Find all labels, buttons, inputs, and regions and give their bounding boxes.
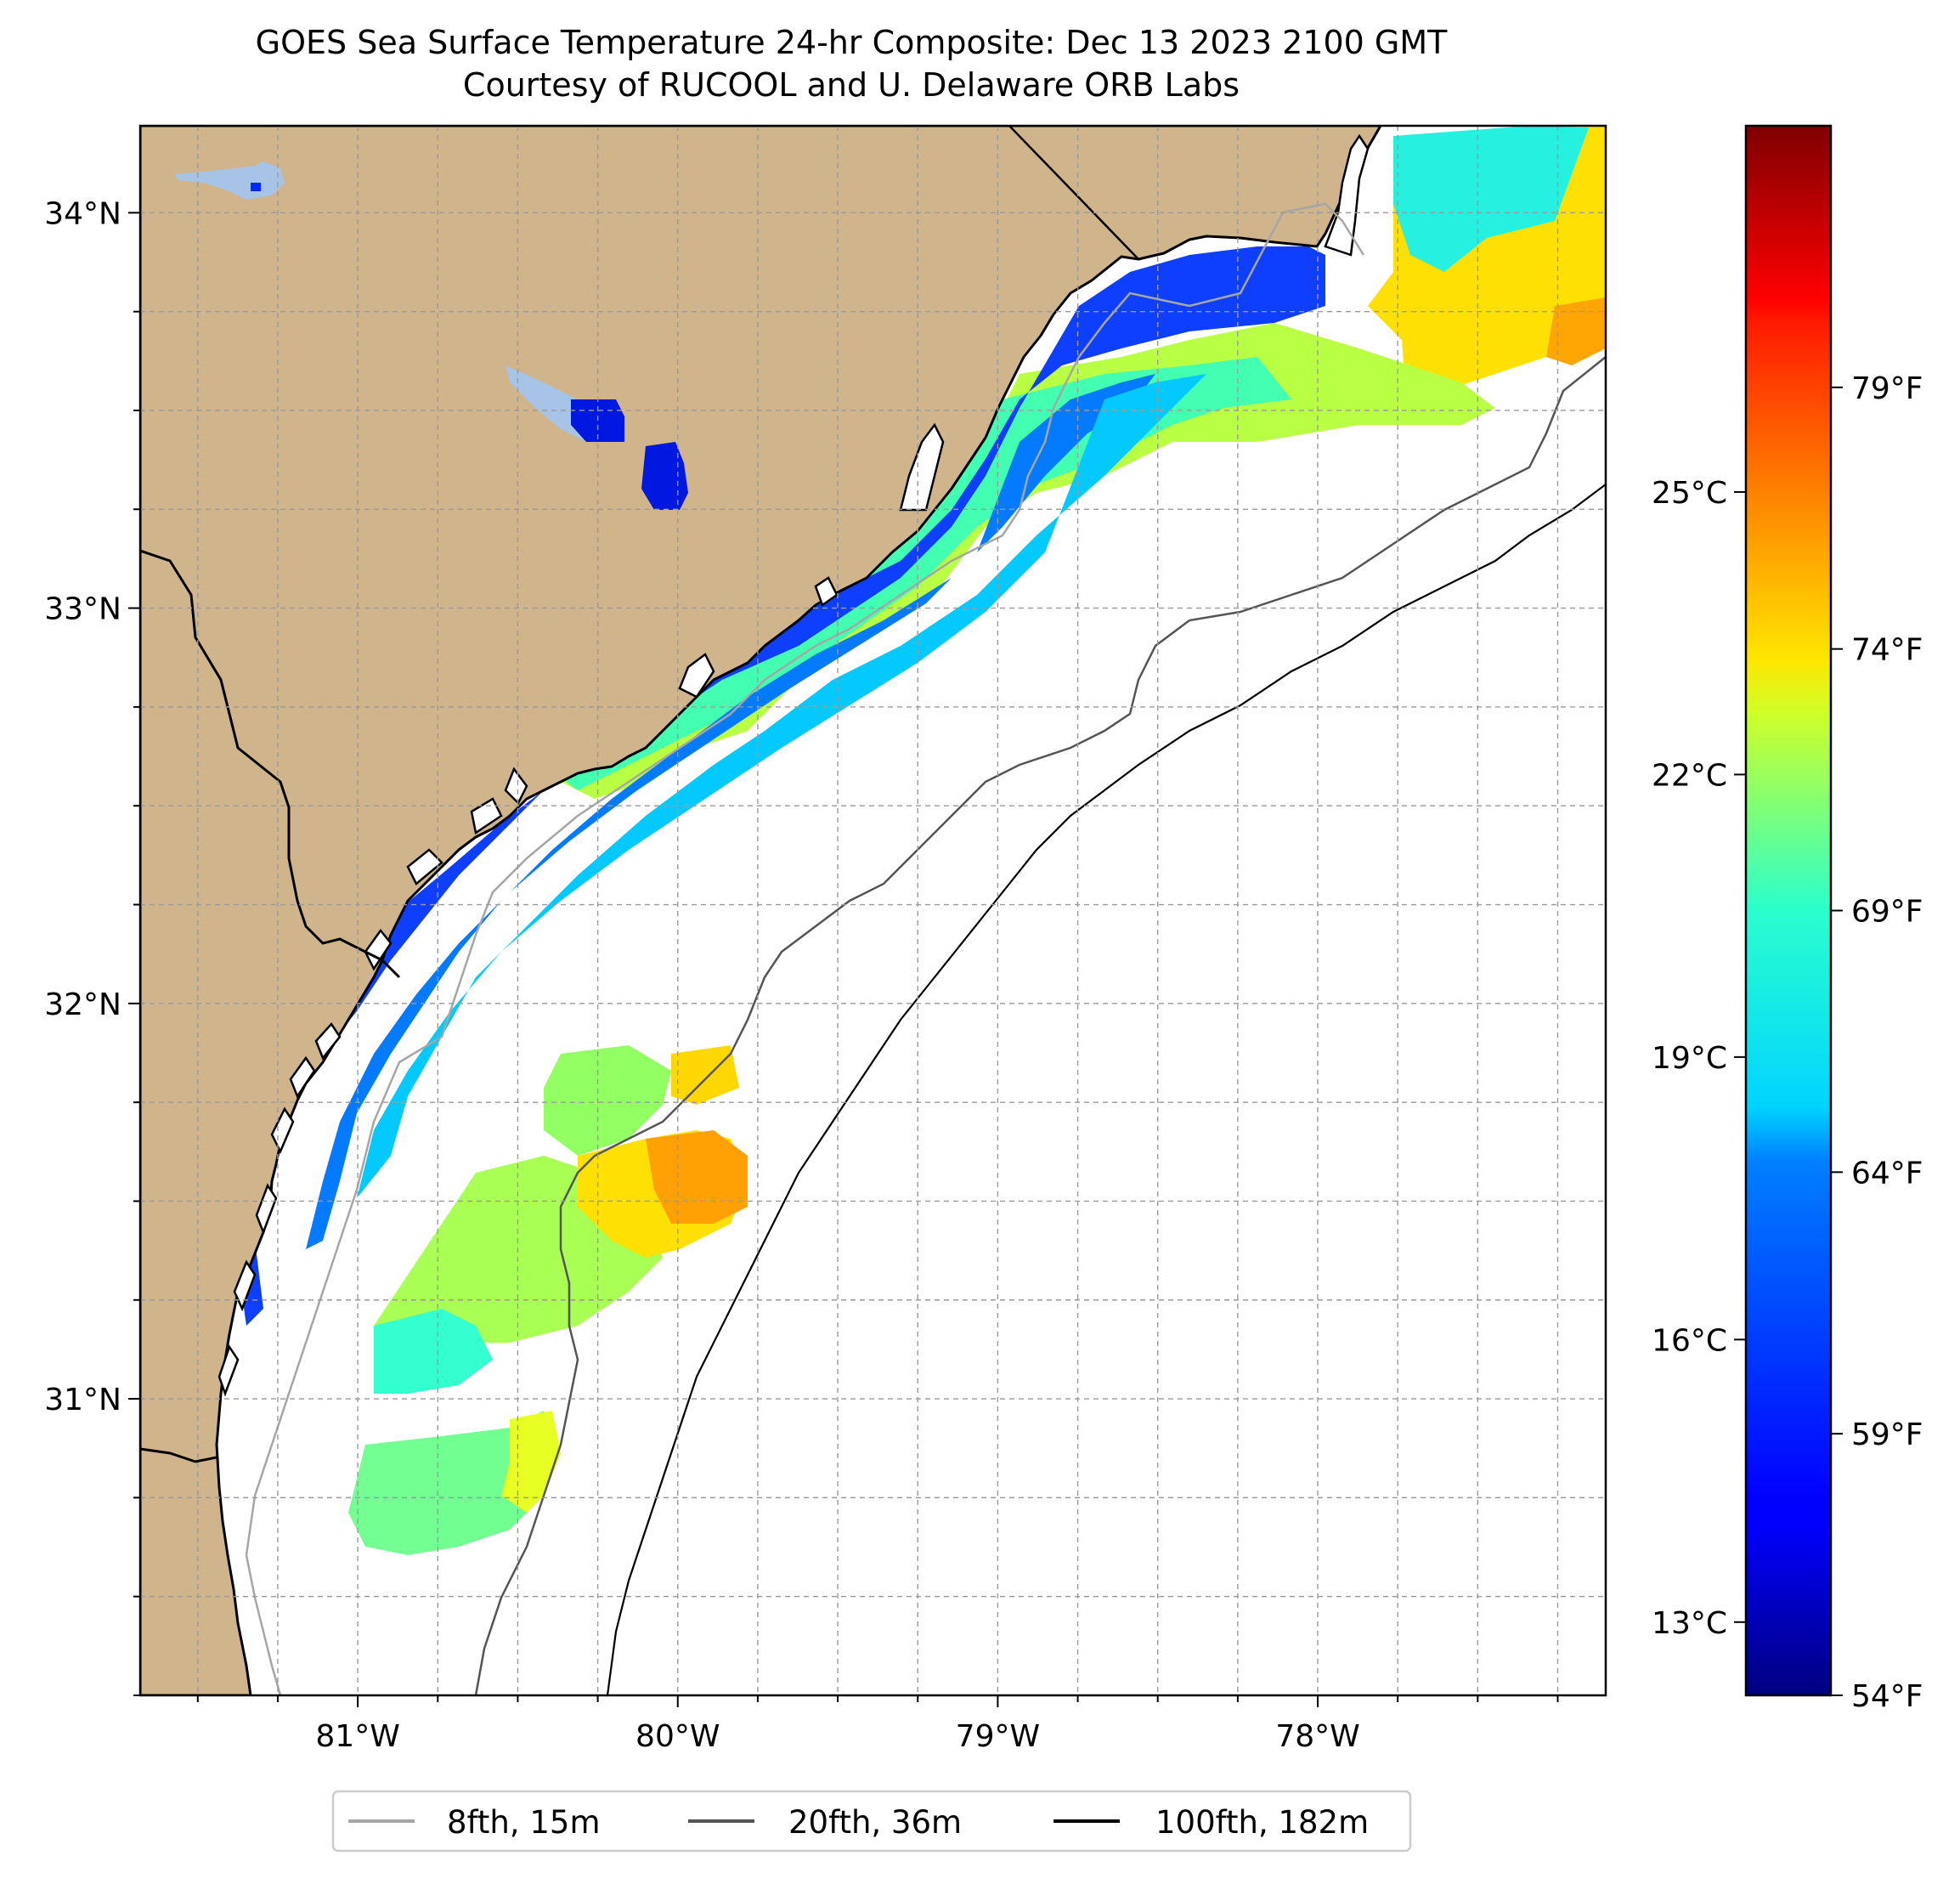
sst-georgia-green-2	[544, 1045, 671, 1156]
coastal-inlets	[217, 422, 945, 1397]
colorbar-c-label: 22°C	[1652, 758, 1727, 793]
colorbar-c-label: 16°C	[1652, 1323, 1727, 1358]
sst-georgia-mid-cyan	[374, 1309, 493, 1394]
colorbar-gradient	[1744, 124, 1833, 1697]
sst-georgia-yellow-2	[671, 1045, 739, 1105]
colorbar-f-label: 64°F	[1851, 1156, 1923, 1191]
lon-tick-label: 81°W	[315, 1719, 399, 1754]
sst-shelf-cyan	[544, 357, 1291, 790]
sst-nearshore-cyan	[357, 374, 1206, 1198]
colorbar-f-label: 69°F	[1851, 895, 1923, 930]
map-frame	[138, 124, 1607, 1697]
sst-georgia-south	[348, 1411, 561, 1555]
legend: 8fth, 15m 20fth, 36m 100fth, 182m	[331, 1790, 1412, 1853]
legend-label-20fth: 20fth, 36m	[788, 1804, 962, 1841]
sst-offshore-north-cyan	[1393, 126, 1589, 272]
legend-label-100fth: 100fth, 182m	[1155, 1804, 1369, 1841]
lon-tick-label: 78°W	[1275, 1719, 1359, 1754]
lake-moultrie	[641, 442, 688, 510]
colorbar-c-label: 25°C	[1652, 476, 1727, 511]
colorbar: 54°F 59°F 64°F 69°F 74°F 79°F 13°C 16°C 19°C 22°C…	[1652, 124, 1923, 1714]
graticule	[140, 126, 1606, 1695]
state-border-ga-fl	[140, 1447, 217, 1463]
lake-northwest-cold	[251, 183, 261, 191]
lakes	[174, 161, 688, 510]
lat-tick-label: 31°N	[44, 1383, 121, 1417]
colorbar-f-label: 54°F	[1851, 1679, 1923, 1714]
map-title: GOES Sea Surface Temperature 24-hr Compo…	[256, 24, 1448, 61]
lon-tick-label: 80°W	[635, 1719, 720, 1754]
sst-georgia-orange	[646, 1130, 748, 1224]
colorbar-c-label: 19°C	[1652, 1041, 1727, 1076]
sst-offshore-north-orange	[1546, 297, 1606, 365]
colorbar-f-label: 79°F	[1851, 371, 1923, 406]
colorbar-ticks: 54°F 59°F 64°F 69°F 74°F 79°F 13°C 16°C 19°C 22°C…	[1652, 371, 1923, 1714]
map-axes: 81°W 80°W 79°W 78°W 31°N 32°N 33°N 34°N	[44, 196, 1559, 1754]
legend-box	[331, 1790, 1412, 1853]
colorbar-f-label: 74°F	[1851, 633, 1923, 668]
lon-tick-label: 79°W	[956, 1719, 1040, 1754]
map-area	[140, 126, 1606, 1695]
lat-tick-label: 33°N	[44, 592, 121, 627]
isobath-20fth	[474, 356, 1606, 1695]
colorbar-f-label: 59°F	[1851, 1417, 1923, 1452]
lat-tick-label: 34°N	[44, 196, 121, 231]
isobath-8fth	[245, 202, 1365, 1695]
isobath-100fth	[606, 484, 1606, 1695]
state-border-ga-sc	[140, 549, 401, 979]
legend-label-8fth: 8fth, 15m	[447, 1804, 601, 1841]
state-border-nc-sc	[1008, 126, 1139, 260]
map-subtitle: Courtesy of RUCOOL and U. Delaware ORB L…	[463, 66, 1240, 104]
lat-tick-label: 32°N	[44, 987, 121, 1022]
sst-field	[238, 126, 1606, 1555]
colorbar-c-label: 13°C	[1652, 1606, 1727, 1641]
